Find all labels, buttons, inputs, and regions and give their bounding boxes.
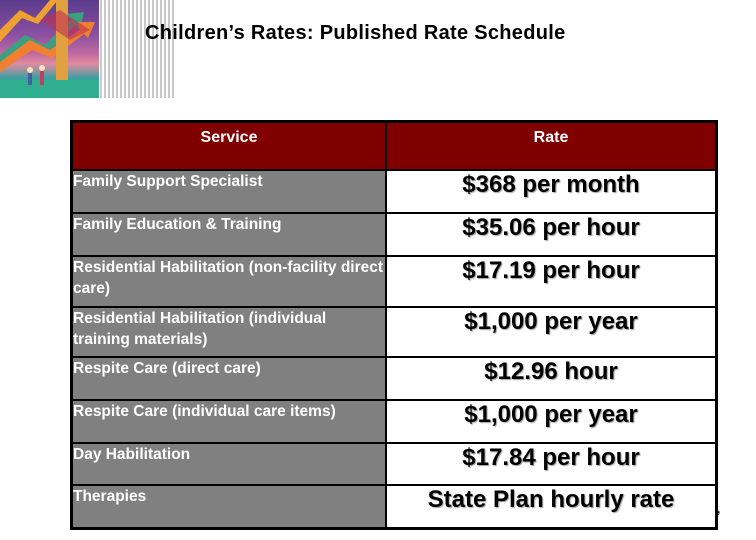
column-header-service: Service: [70, 120, 387, 171]
table-row: Respite Care (direct care) $12.96 hour: [70, 356, 718, 401]
slide-number-mark: ,: [717, 502, 721, 516]
table-row: Day Habilitation $17.84 per hour: [70, 442, 718, 486]
service-cell: Respite Care (individual care items): [70, 399, 387, 444]
table-row: Residential Habilitation (non-facility d…: [70, 255, 718, 308]
vertical-stripes-decoration: [100, 0, 176, 98]
rate-schedule-table: Service Rate Family Support Specialist $…: [70, 120, 718, 530]
table-row: Family Support Specialist $368 per month: [70, 169, 718, 214]
table-row: Respite Care (individual care items) $1,…: [70, 399, 718, 444]
growth-arrows-illustration-icon: [0, 0, 99, 98]
service-cell: Family Education & Training: [70, 212, 387, 257]
service-cell: Respite Care (direct care): [70, 356, 387, 401]
rate-cell: $1,000 per year: [385, 306, 718, 358]
rate-cell: $17.84 per hour: [385, 442, 718, 486]
service-cell: Residential Habilitation (individual tra…: [70, 306, 387, 358]
rate-cell: $35.06 per hour: [385, 212, 718, 257]
rate-cell: $12.96 hour: [385, 356, 718, 401]
service-cell: Therapies: [70, 484, 387, 529]
table-row: Residential Habilitation (individual tra…: [70, 306, 718, 358]
rate-cell: State Plan hourly rate: [385, 484, 718, 529]
service-cell: Family Support Specialist: [70, 169, 387, 214]
page-title: Children’s Rates: Published Rate Schedul…: [145, 22, 566, 44]
rate-cell: $1,000 per year: [385, 399, 718, 444]
table-row: Therapies State Plan hourly rate: [70, 484, 718, 529]
rate-cell: $368 per month: [385, 169, 718, 214]
table-row: Family Education & Training $35.06 per h…: [70, 212, 718, 257]
table-header-row: Service Rate: [70, 120, 718, 171]
column-header-rate: Rate: [385, 120, 718, 171]
service-cell: Residential Habilitation (non-facility d…: [70, 255, 387, 308]
service-cell: Day Habilitation: [70, 442, 387, 486]
rate-cell: $17.19 per hour: [385, 255, 718, 308]
